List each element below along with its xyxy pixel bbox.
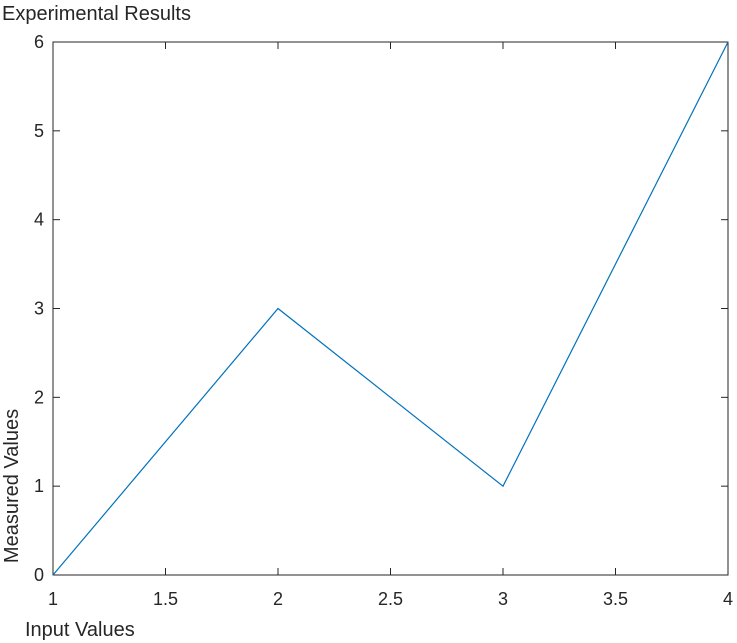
y-tick-label: 6 (34, 32, 44, 52)
x-tick-label: 4 (723, 589, 733, 609)
y-tick-label: 3 (34, 299, 44, 319)
y-axis-ticks: 0 1 2 3 4 5 6 (34, 32, 728, 585)
series-line (52, 41, 729, 576)
plot-box (52, 41, 729, 576)
x-axis-label: Input Values (25, 619, 135, 641)
series-layer (52, 41, 729, 576)
y-tick-label: 0 (34, 565, 44, 585)
x-tick-label: 1.5 (153, 589, 178, 609)
y-tick-label: 2 (34, 387, 44, 407)
y-axis-label: Measured Values (1, 409, 23, 563)
x-tick-label: 1 (48, 589, 58, 609)
y-tick-label: 1 (34, 476, 44, 496)
axes-frame (52, 41, 729, 576)
y-tick-label: 4 (34, 210, 44, 230)
x-axis-ticks: 1 1.5 2 2.5 3 3.5 4 (48, 42, 733, 609)
chart-title: Experimental Results (2, 3, 191, 25)
x-tick-label: 3.5 (603, 589, 628, 609)
y-tick-label: 5 (34, 121, 44, 141)
x-tick-label: 3 (498, 589, 508, 609)
x-tick-label: 2.5 (378, 589, 403, 609)
x-tick-label: 2 (273, 589, 283, 609)
